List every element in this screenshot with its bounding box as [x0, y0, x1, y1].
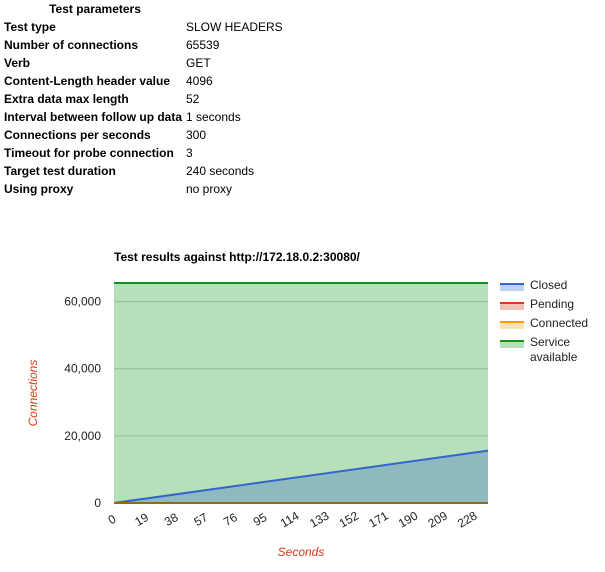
- param-key: Using proxy: [4, 182, 74, 196]
- x-axis-label: Seconds: [278, 545, 325, 559]
- x-tick-label: 38: [162, 510, 181, 529]
- param-key: Connections per seconds: [4, 128, 151, 142]
- param-key: Target test duration: [4, 164, 116, 178]
- legend-swatch: [500, 303, 524, 310]
- param-value: GET: [186, 56, 211, 70]
- x-tick-label: 95: [251, 510, 270, 529]
- param-key: Interval between follow up data: [4, 110, 183, 124]
- legend-label: Closed: [530, 278, 567, 292]
- param-value: 4096: [186, 74, 213, 88]
- y-axis-label: Connections: [26, 360, 40, 427]
- legend-label: Connected: [530, 316, 588, 330]
- param-row: Content-Length header value 4096: [4, 72, 283, 90]
- param-row: Test type SLOW HEADERS: [4, 18, 283, 36]
- test-parameters-title: Test parameters: [49, 2, 141, 16]
- legend-label: Pending: [530, 297, 574, 311]
- series-area: [114, 283, 488, 503]
- param-row: Verb GET: [4, 54, 283, 72]
- x-tick-label: 228: [455, 508, 480, 530]
- param-value: 65539: [186, 38, 220, 52]
- x-tick-label: 133: [307, 508, 332, 530]
- param-key: Content-Length header value: [4, 74, 171, 88]
- x-tick-label: 152: [337, 508, 362, 530]
- series-area: [114, 450, 488, 503]
- param-value: 1 seconds: [186, 110, 241, 124]
- series-line: [113, 449, 489, 504]
- chart-area: Test results against http://172.18.0.2:3…: [0, 240, 605, 567]
- x-tick-label: 114: [278, 509, 302, 531]
- x-tick-label: 171: [366, 508, 391, 530]
- legend-label: Service: [530, 335, 570, 349]
- y-tick-label: 0: [94, 496, 101, 510]
- test-parameters: Test parameters Test type SLOW HEADERS Num…: [4, 0, 283, 198]
- param-value: 300: [186, 128, 207, 142]
- param-key: Timeout for probe connection: [4, 146, 174, 160]
- param-key: Test type: [4, 20, 56, 34]
- y-tick-label: 60,000: [64, 295, 101, 309]
- param-row: Number of connections 65539: [4, 36, 283, 54]
- legend-swatch: [500, 322, 524, 329]
- param-row: Extra data max length 52: [4, 90, 283, 108]
- test-parameters-table: Test parameters Test type SLOW HEADERS Num…: [4, 0, 283, 198]
- param-value: 52: [186, 92, 200, 106]
- x-tick-label: 0: [106, 512, 119, 528]
- param-row: Target test duration 240 seconds: [4, 162, 283, 180]
- param-value: SLOW HEADERS: [186, 20, 283, 34]
- param-row: Interval between follow up data 1 seconds: [4, 108, 283, 126]
- x-tick-label: 209: [426, 508, 451, 530]
- legend-swatch: [500, 341, 524, 348]
- param-row: Using proxy no proxy: [4, 180, 283, 198]
- param-row: Timeout for probe connection 3: [4, 144, 283, 162]
- param-key: Verb: [4, 56, 31, 70]
- param-value: 240 seconds: [186, 164, 255, 178]
- y-tick-label: 20,000: [64, 429, 101, 443]
- param-value: 3: [186, 146, 193, 160]
- results-chart: Test results against http://172.18.0.2:3…: [26, 250, 588, 559]
- y-tick-label: 40,000: [64, 362, 101, 376]
- param-key: Extra data max length: [4, 92, 129, 106]
- x-tick-label: 76: [221, 510, 240, 529]
- x-tick-label: 19: [132, 510, 151, 529]
- chart-title: Test results against http://172.18.0.2:3…: [114, 250, 361, 264]
- param-row: Connections per seconds 300: [4, 126, 283, 144]
- x-tick-label: 190: [396, 508, 421, 530]
- param-key: Number of connections: [4, 38, 139, 52]
- param-value: no proxy: [186, 182, 233, 196]
- x-tick-label: 57: [192, 510, 211, 529]
- legend-swatch: [500, 284, 524, 291]
- legend-label: available: [530, 350, 578, 364]
